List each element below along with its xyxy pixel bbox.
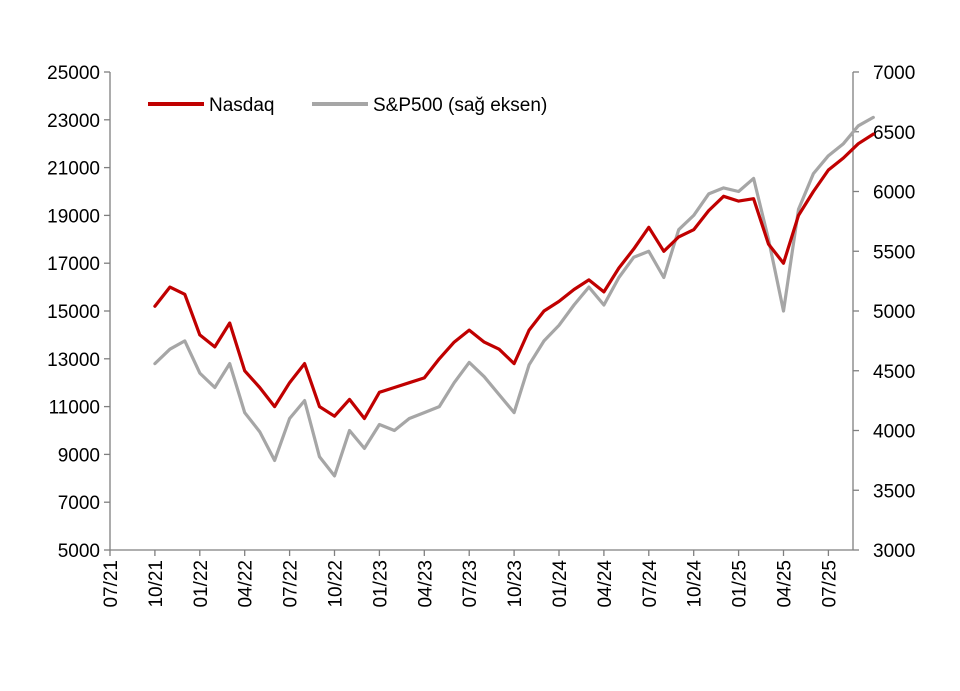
y-right-tick-label: 3000 — [873, 541, 915, 562]
x-tick-label: 07/23 — [460, 560, 481, 608]
x-tick-label: 04/22 — [236, 560, 257, 608]
y-right-tick-label: 4500 — [873, 362, 915, 383]
x-tick-label: 10/23 — [505, 560, 526, 608]
y-right-tick-label: 5000 — [873, 302, 915, 323]
x-tick-label: 10/22 — [326, 560, 347, 608]
axes: 5000 7000 9000 11000 13000 15000 17000 19000 210… — [47, 63, 915, 608]
x-tick-label: 04/23 — [415, 560, 436, 608]
y-left-tick-label: 21000 — [47, 159, 100, 180]
legend-label-nasdaq: Nasdaq — [209, 95, 275, 116]
y-right-tick-label: 6500 — [873, 123, 915, 144]
x-tick-label: 01/22 — [191, 560, 212, 608]
y-left-tick-label: 13000 — [47, 350, 100, 371]
y-right-tick-label: 5500 — [873, 242, 915, 263]
x-tick-label: 10/21 — [146, 560, 167, 608]
y-left-tick-label: 9000 — [58, 445, 100, 466]
x-tick-label: 07/25 — [819, 560, 840, 608]
y-left-tick-label: 23000 — [47, 111, 100, 132]
series-line-sp500 — [153, 115, 875, 478]
y-left-tick-label: 17000 — [47, 254, 100, 275]
x-tick-label: 04/25 — [775, 560, 796, 608]
x-tick-label: 01/24 — [550, 560, 571, 608]
y-left-tick-label: 25000 — [47, 63, 100, 84]
legend-label-sp500: S&P500 (sağ eksen) — [373, 95, 547, 116]
x-tick-label: 07/21 — [101, 560, 122, 608]
y-left-tick-label: 15000 — [47, 302, 100, 323]
legend: Nasdaq S&P500 (sağ eksen) — [148, 95, 547, 116]
y-left-tick-label: 19000 — [47, 206, 100, 227]
y-right-tick-label: 6000 — [873, 183, 915, 204]
x-tick-label: 01/23 — [370, 560, 391, 608]
y-right-tick-label: 4000 — [873, 422, 915, 443]
x-tick-label: 04/24 — [595, 560, 616, 608]
y-left-tick-label: 5000 — [58, 541, 100, 562]
x-tick-label: 07/24 — [640, 560, 661, 608]
y-left-tick-label: 11000 — [49, 398, 100, 419]
y-right-tick-label: 7000 — [873, 63, 915, 84]
x-tick-label: 07/22 — [281, 560, 302, 608]
y-left-tick-label: 7000 — [58, 493, 100, 514]
x-tick-label: 01/25 — [730, 560, 751, 608]
x-tick-label: 10/24 — [685, 560, 706, 608]
y-right-tick-label: 3500 — [873, 481, 915, 502]
series-line-nasdaq — [153, 132, 875, 421]
series-layer — [153, 115, 875, 478]
